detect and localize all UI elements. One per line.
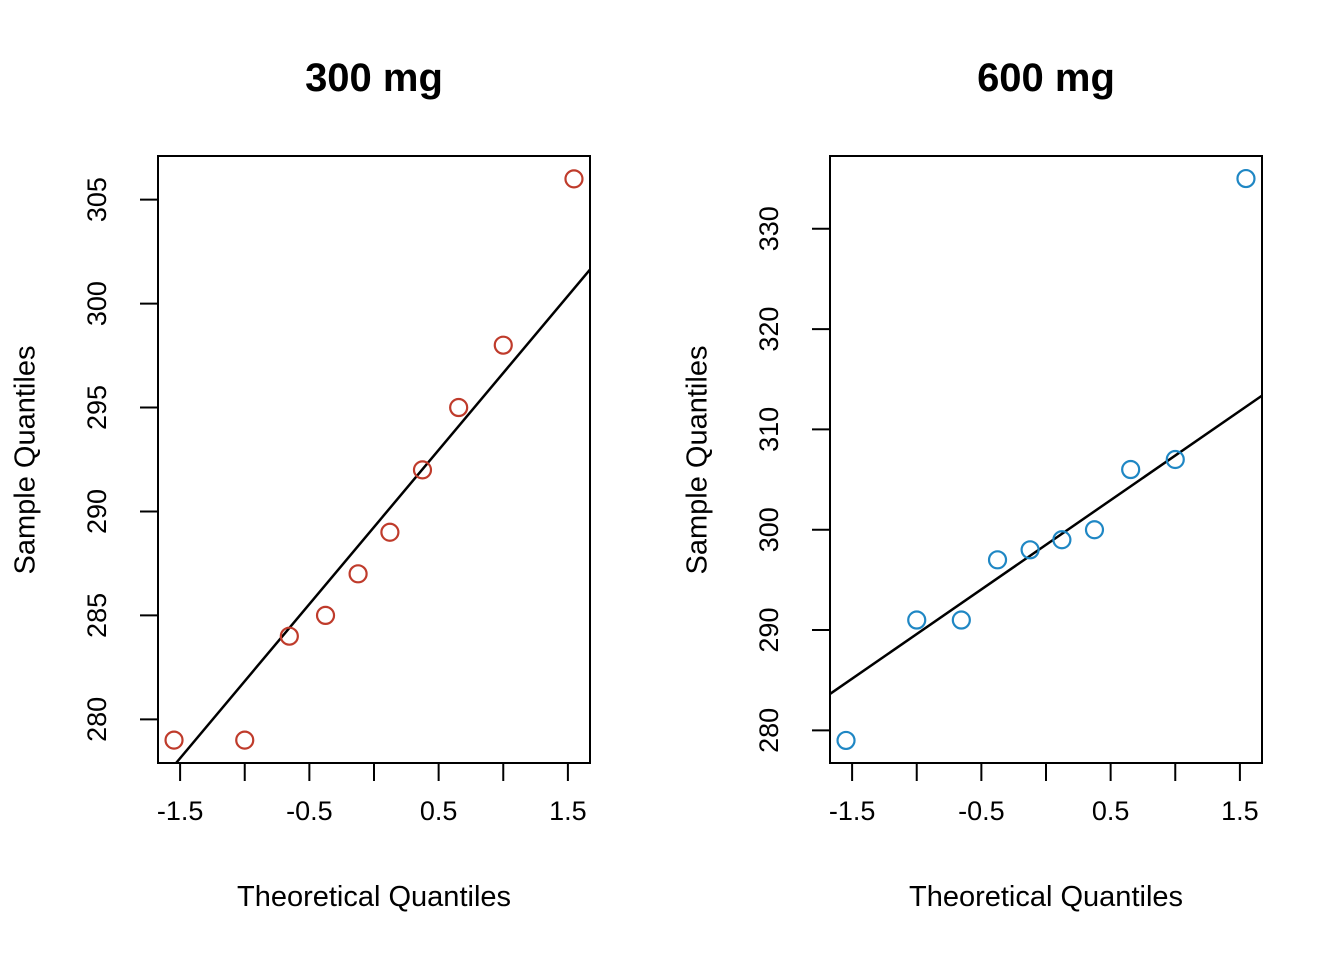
x-tick-label: 0.5: [420, 796, 458, 826]
y-tick-label: 300: [82, 281, 112, 326]
data-point: [315, 605, 336, 626]
data-point: [1236, 168, 1256, 189]
x-tick-label: -1.5: [157, 796, 204, 826]
data-point: [1052, 530, 1072, 550]
x-tick-label: 1.5: [1221, 796, 1259, 826]
y-tick-label: 310: [754, 407, 784, 452]
y-tick-label: 280: [82, 697, 112, 742]
y-tick-label: 295: [82, 385, 112, 430]
x-tick-label: -0.5: [958, 796, 1005, 826]
y-tick-label: 300: [754, 507, 784, 552]
data-point: [235, 730, 255, 750]
data-point: [951, 610, 971, 630]
y-tick-label: 290: [754, 608, 784, 653]
panel-600mg-title: 600 mg: [977, 56, 1115, 100]
x-tick-label: -1.5: [829, 796, 876, 826]
plot-box: [157, 155, 591, 764]
x-tick-label: 1.5: [549, 796, 587, 826]
y-tick-label: 290: [82, 489, 112, 534]
data-point: [412, 460, 433, 480]
data-point: [279, 626, 299, 646]
data-point: [564, 169, 584, 189]
panel-600mg-xlabel: Theoretical Quantiles: [908, 881, 1184, 913]
panel-300mg-plot-area: -1.5 -0.5 0.5 1.5 280 285 290 295 300 305: [82, 155, 591, 826]
data-point: [449, 397, 469, 418]
qq-reference-line: [175, 268, 591, 764]
data-point: [348, 564, 368, 584]
y-tick-label: 280: [754, 708, 784, 753]
panel-300mg-title: 300 mg: [305, 56, 443, 100]
y-tick-label: 285: [82, 593, 112, 638]
panel-600mg-plot-area: -1.5 -0.5 0.5 1.5 280 290 300 310 320 330: [754, 155, 1263, 826]
data-point: [987, 550, 1008, 570]
y-tick-label: 305: [82, 177, 112, 222]
data-point: [380, 522, 400, 542]
data-point: [1165, 449, 1185, 470]
x-tick-label: 0.5: [1092, 796, 1130, 826]
y-tick-label: 320: [754, 307, 784, 352]
qq-reference-line: [829, 394, 1263, 695]
data-point: [836, 730, 856, 751]
plot-box: [829, 155, 1263, 764]
x-tick-label: -0.5: [286, 796, 333, 826]
data-point: [164, 730, 184, 750]
data-point: [1121, 459, 1141, 480]
y-tick-label: 330: [754, 206, 784, 251]
data-point: [1084, 520, 1105, 540]
data-point: [1020, 540, 1040, 560]
data-point: [907, 610, 927, 630]
data-point: [493, 335, 513, 355]
panel-300mg-xlabel: Theoretical Quantiles: [236, 881, 512, 913]
